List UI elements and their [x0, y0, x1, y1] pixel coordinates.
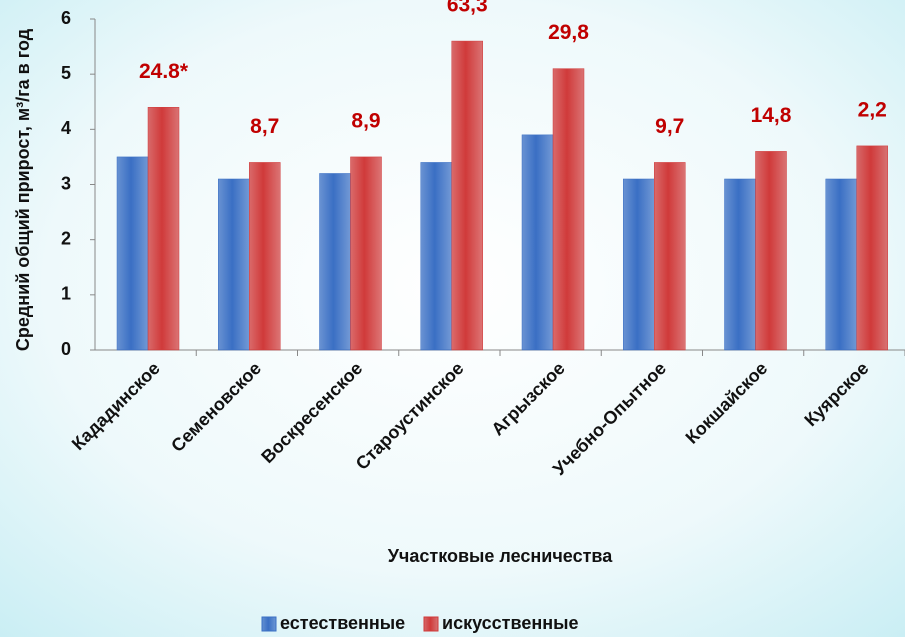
bar: [319, 173, 351, 351]
annotation: 14,8: [751, 104, 792, 127]
annotation: 24.8*: [139, 60, 189, 83]
bar: [755, 151, 787, 351]
bar: [147, 107, 180, 351]
legend-label: искусственные: [442, 613, 578, 633]
bar: [451, 40, 483, 351]
annotation: 2,2: [858, 98, 887, 121]
legend-label: естественные: [280, 613, 405, 633]
y-tick-label: 1: [61, 284, 71, 304]
bar: [552, 68, 585, 351]
y-tick-label: 0: [61, 339, 71, 359]
bar: [521, 134, 554, 351]
bar: [623, 178, 655, 351]
annotation: 9,7: [655, 115, 684, 138]
bar: [825, 178, 857, 351]
y-axis-label: Средний общий прирост, м³/га в год: [13, 28, 33, 351]
bar: [116, 156, 149, 351]
y-tick-label: 2: [61, 228, 71, 248]
bar: [218, 178, 250, 351]
bar: [420, 162, 452, 351]
legend-swatch: [423, 616, 439, 632]
annotation: 8,9: [351, 109, 380, 132]
y-tick-label: 4: [61, 118, 71, 138]
y-tick-label: 3: [61, 173, 71, 193]
x-axis-label: Участковые лесничества: [388, 546, 613, 566]
y-tick-label: 5: [61, 63, 71, 83]
annotation: 8,7: [250, 115, 279, 138]
bar: [350, 156, 382, 351]
bar: [654, 162, 686, 351]
annotation: 63,3: [447, 0, 488, 17]
annotation: 29,8: [548, 21, 589, 44]
bar: [724, 178, 756, 351]
bar: [249, 162, 281, 351]
legend-swatch: [261, 616, 277, 632]
y-tick-label: 6: [61, 8, 71, 28]
bar: [856, 145, 888, 351]
